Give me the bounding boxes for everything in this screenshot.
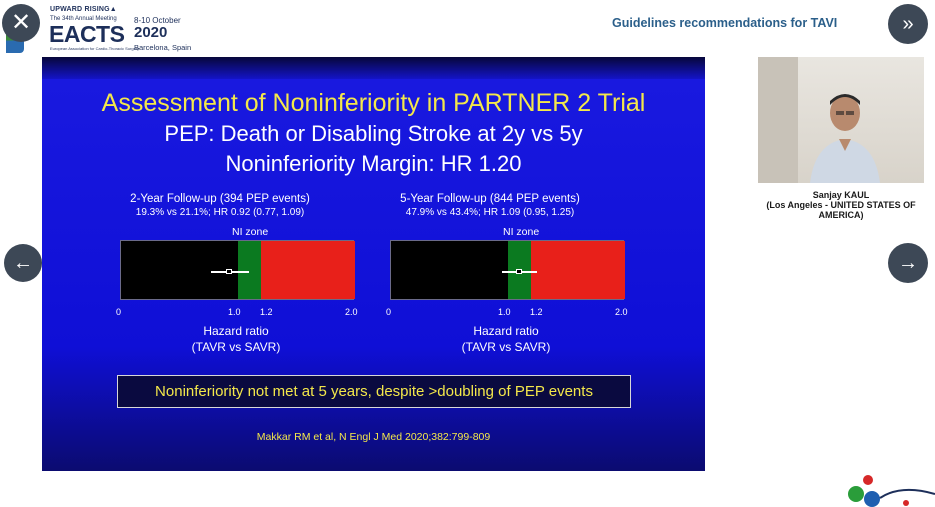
panel-5yr-tick-2: 1.2 bbox=[530, 307, 543, 317]
panel-2yr-heading: 2-Year Follow-up (394 PEP events) bbox=[130, 193, 310, 205]
corner-logo-icon bbox=[848, 475, 935, 507]
panel-5yr-tick-1: 1.0 bbox=[498, 307, 511, 317]
panel-2yr-xlabel-sub: (TAVR vs SAVR) bbox=[191, 340, 281, 354]
video-background-wall bbox=[758, 57, 798, 183]
logo-org-full: European Association for Cardio-Thoracic… bbox=[50, 46, 140, 51]
logo-dates: 8-10 October bbox=[134, 16, 181, 25]
session-title: Guidelines recommendations for TAVI bbox=[612, 16, 838, 30]
panel-2yr-tick-1: 1.0 bbox=[228, 307, 241, 317]
speaker-affiliation: (Los Angeles - UNITED STATES OF AMERICA) bbox=[766, 199, 916, 220]
logo-tagline: UPWARD RISING▲ bbox=[50, 6, 117, 13]
panel-2yr-stats: 19.3% vs 21.1%; HR 0.92 (0.77, 1.09) bbox=[135, 207, 305, 218]
eacts-logo: UPWARD RISING▲ The 34th Annual Meeting E… bbox=[6, 3, 206, 53]
point-estimate-marker bbox=[515, 269, 522, 274]
panel-5yr-forest-plot bbox=[390, 240, 625, 300]
panel-2yr-tick-3: 2.0 bbox=[345, 307, 358, 317]
panel-2yr-forest-plot bbox=[120, 240, 355, 300]
panel-5yr-tick-0: 0 bbox=[386, 307, 392, 317]
panel-2yr-header: 2-Year Follow-up (394 PEP events) 19.3% … bbox=[90, 193, 350, 218]
panel-5yr-xlabel: Hazard ratio (TAVR vs SAVR) bbox=[406, 324, 606, 354]
presentation-slide: Assessment of Noninferiority in PARTNER … bbox=[42, 57, 705, 471]
next-slide-button[interactable]: → bbox=[888, 243, 928, 283]
slide-conclusion-box: Noninferiority not met at 5 years, despi… bbox=[117, 375, 631, 408]
slide-title: Assessment of Noninferiority in PARTNER … bbox=[101, 89, 646, 117]
close-button[interactable]: ✕ bbox=[2, 4, 40, 42]
previous-slide-button[interactable]: ← bbox=[4, 244, 42, 282]
close-icon: ✕ bbox=[10, 9, 32, 36]
arrow-right-icon: → bbox=[898, 251, 918, 274]
logo-meeting: The 34th Annual Meeting bbox=[50, 16, 117, 22]
panel-5yr-heading: 5-Year Follow-up (844 PEP events) bbox=[400, 193, 580, 205]
speaker-name-block: Sanjay KAUL (Los Angeles - UNITED STATES… bbox=[758, 190, 924, 221]
slide-citation: Makkar RM et al, N Engl J Med 2020;382:7… bbox=[256, 431, 491, 443]
panel-5yr-stats: 47.9% vs 43.4%; HR 1.09 (0.95, 1.25) bbox=[405, 207, 575, 218]
panel-2yr-xlabel: Hazard ratio (TAVR vs SAVR) bbox=[136, 324, 336, 354]
double-chevron-right-icon: » bbox=[902, 12, 914, 35]
point-estimate-marker bbox=[225, 269, 232, 274]
panel-2yr-zone-label: NI zone bbox=[232, 226, 269, 238]
inferior-zone-band bbox=[531, 241, 625, 299]
panel-2yr-tick-0: 0 bbox=[116, 307, 122, 317]
next-session-button[interactable]: » bbox=[888, 4, 928, 44]
panel-5yr-xlabel-main: Hazard ratio bbox=[473, 324, 539, 338]
slide-subtitle: PEP: Death or Disabling Stroke at 2y vs … bbox=[164, 121, 583, 146]
inferior-zone-band bbox=[261, 241, 355, 299]
slide-top-strip bbox=[42, 57, 705, 79]
speaker-avatar bbox=[810, 94, 880, 183]
panel-2yr-xlabel-main: Hazard ratio bbox=[203, 324, 269, 338]
logo-year: 2020 bbox=[134, 24, 168, 41]
ni-zone-band bbox=[238, 241, 262, 299]
panel-5yr-zone-label: NI zone bbox=[503, 226, 540, 238]
panel-5yr-xlabel-sub: (TAVR vs SAVR) bbox=[461, 340, 551, 354]
panel-2yr-tick-2: 1.2 bbox=[260, 307, 273, 317]
logo-org: EACTS bbox=[49, 21, 125, 47]
speaker-name: Sanjay KAUL bbox=[812, 190, 870, 200]
speaker-video bbox=[758, 57, 924, 183]
slide-margin: Noninferiority Margin: HR 1.20 bbox=[225, 151, 522, 176]
logo-city: Barcelona, Spain bbox=[134, 43, 192, 52]
panel-5yr-header: 5-Year Follow-up (844 PEP events) 47.9% … bbox=[360, 193, 620, 218]
arrow-left-icon: ← bbox=[13, 251, 33, 274]
panel-5yr-tick-3: 2.0 bbox=[615, 307, 628, 317]
